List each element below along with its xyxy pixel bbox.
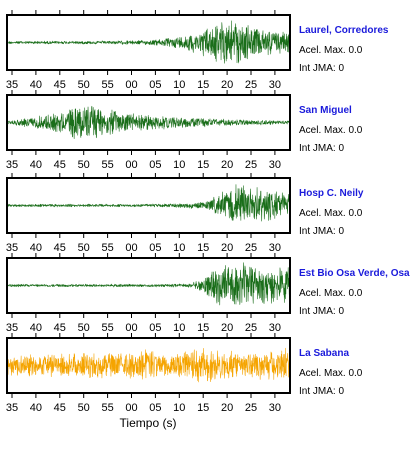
panel-frame [6, 94, 291, 151]
x-tick-label: 05 [149, 79, 161, 91]
x-tick-label: 25 [245, 322, 257, 334]
x-tick-label: 35 [6, 79, 18, 91]
x-tick-label: 55 [101, 159, 113, 171]
x-tick-label: 50 [78, 402, 90, 414]
x-tick-label: 45 [54, 159, 66, 171]
x-tick-label: 10 [173, 159, 185, 171]
x-tick-label: 05 [149, 159, 161, 171]
waveform-trace [6, 20, 291, 64]
x-tick-label: 40 [30, 79, 42, 91]
waveform-trace [6, 184, 291, 222]
x-tick-label: 00 [125, 79, 137, 91]
x-tick-label: 15 [197, 402, 209, 414]
x-tick-label: 20 [221, 322, 233, 334]
x-tick-label: 30 [269, 79, 281, 91]
x-tick-label: 10 [173, 402, 185, 414]
panel-frame [6, 14, 291, 71]
x-tick-label: 35 [6, 159, 18, 171]
panel: 35 40 45 50 55 00 05 10 15 20 25 30 Est Bio Osa Verd… [6, 253, 410, 334]
x-tick-label: 20 [221, 159, 233, 171]
x-tick-label: 40 [30, 322, 42, 334]
x-tick-label: 40 [30, 242, 42, 254]
x-tick-label: 15 [197, 79, 209, 91]
jma-intensity-label: Int JMA: 0 [299, 63, 344, 74]
x-tick-label: 25 [245, 402, 257, 414]
x-tick-label: 50 [78, 159, 90, 171]
x-tick-label: 55 [101, 79, 113, 91]
x-tick-label: 50 [78, 79, 90, 91]
acel-max-label: Acel. Max. 0.0 [299, 288, 363, 299]
x-tick-label: 20 [221, 242, 233, 254]
jma-intensity-label: Int JMA: 0 [299, 386, 344, 397]
x-tick-label: 45 [54, 79, 66, 91]
x-tick-label: 00 [125, 402, 137, 414]
panel-frame [6, 177, 291, 234]
x-tick-label: 00 [125, 322, 137, 334]
panel: 35 40 45 50 55 00 05 10 15 20 25 30 San Miguel Acel. … [6, 90, 363, 171]
panel: 35 40 45 50 55 00 05 10 15 20 25 30 La Sabana Acel. M… [6, 333, 363, 414]
x-tick-label: 50 [78, 322, 90, 334]
x-tick-label: 15 [197, 159, 209, 171]
x-tick-label: 15 [197, 322, 209, 334]
jma-intensity-label: Int JMA: 0 [299, 306, 344, 317]
x-tick-label: 45 [54, 322, 66, 334]
station-name: San Miguel [299, 105, 352, 116]
x-tick-label: 20 [221, 79, 233, 91]
x-tick-label: 25 [245, 79, 257, 91]
x-tick-label: 05 [149, 242, 161, 254]
waveform-trace [6, 347, 291, 383]
x-tick-label: 10 [173, 79, 185, 91]
x-tick-label: 25 [245, 242, 257, 254]
x-tick-label: 25 [245, 159, 257, 171]
station-name: La Sabana [299, 348, 349, 359]
x-tick-label: 30 [269, 242, 281, 254]
x-tick-label: 00 [125, 159, 137, 171]
panel: 35 40 45 50 55 00 05 10 15 20 25 30 Laurel, Corredor… [6, 10, 389, 91]
x-tick-label: 40 [30, 402, 42, 414]
acel-max-label: Acel. Max. 0.0 [299, 45, 363, 56]
panel: 35 40 45 50 55 00 05 10 15 20 25 30 Hosp C. Neily Ace… [6, 173, 364, 254]
station-name: Hosp C. Neily [299, 188, 364, 199]
x-tick-label: 35 [6, 402, 18, 414]
x-tick-label: 55 [101, 322, 113, 334]
jma-intensity-label: Int JMA: 0 [299, 143, 344, 154]
x-tick-label: 45 [54, 402, 66, 414]
x-tick-label: 15 [197, 242, 209, 254]
x-tick-label: 05 [149, 402, 161, 414]
x-tick-label: 50 [78, 242, 90, 254]
x-tick-label: 30 [269, 159, 281, 171]
waveform-trace [6, 262, 291, 306]
waveform-trace [6, 105, 291, 139]
jma-intensity-label: Int JMA: 0 [299, 226, 344, 237]
acel-max-label: Acel. Max. 0.0 [299, 125, 363, 136]
x-tick-label: 40 [30, 159, 42, 171]
x-tick-label: 10 [173, 322, 185, 334]
x-tick-label: 30 [269, 402, 281, 414]
station-name: Laurel, Corredores [299, 25, 389, 36]
acel-max-label: Acel. Max. 0.0 [299, 208, 363, 219]
panel-frame [6, 337, 291, 394]
x-tick-label: 20 [221, 402, 233, 414]
x-tick-label: 45 [54, 242, 66, 254]
x-tick-label: 05 [149, 322, 161, 334]
station-name: Est Bio Osa Verde, Osa [299, 268, 410, 279]
x-tick-label: 00 [125, 242, 137, 254]
x-tick-label: 10 [173, 242, 185, 254]
x-tick-label: 55 [101, 242, 113, 254]
x-tick-label: 35 [6, 242, 18, 254]
x-axis-label: Tiempo (s) [120, 416, 177, 430]
x-tick-label: 30 [269, 322, 281, 334]
panels-group: 35 40 45 50 55 00 05 10 15 20 25 30 Laurel, Corredor… [6, 10, 410, 414]
panel-frame [6, 257, 291, 314]
x-tick-label: 35 [6, 322, 18, 334]
acel-max-label: Acel. Max. 0.0 [299, 368, 363, 379]
x-tick-label: 55 [101, 402, 113, 414]
